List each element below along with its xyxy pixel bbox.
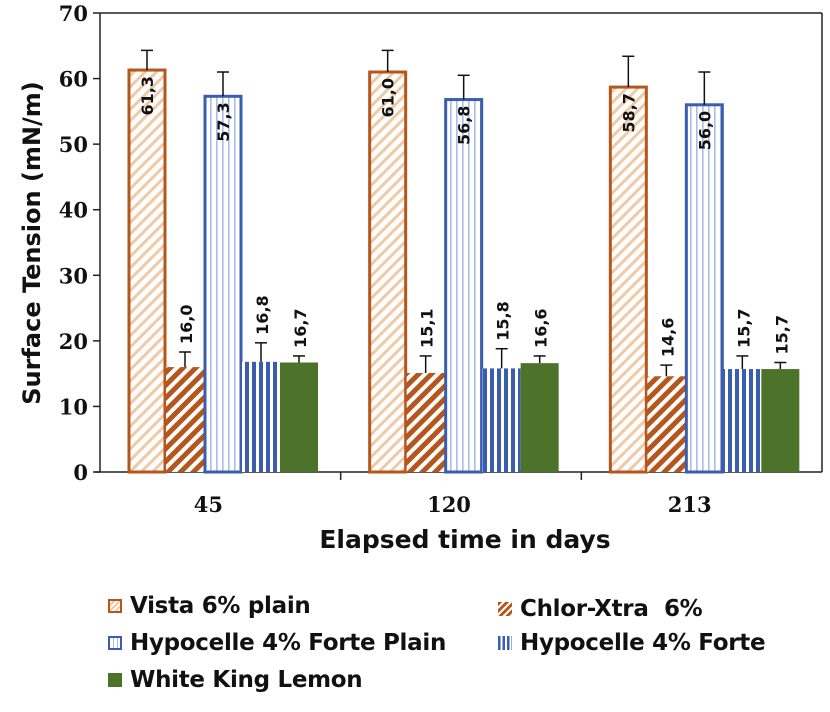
bar-white-king-lemon-120: [520, 363, 559, 472]
axis-labels-group: Surface Tension (mN/m) Elapsed time in d…: [18, 81, 611, 554]
y-tick-label: 10: [59, 394, 88, 419]
error-bars-group: [141, 49, 787, 377]
data-label: 15,7: [734, 308, 753, 347]
y-tick-label: 60: [59, 67, 88, 92]
bar-chlor-xtra-6--120: [406, 372, 445, 472]
data-label: 58,7: [619, 93, 638, 132]
y-tick-label: 20: [59, 329, 88, 354]
data-label: 15,8: [494, 301, 513, 340]
data-label: 14,6: [658, 318, 677, 357]
bar-hypocelle-4-forte-plain-120: [444, 98, 484, 474]
data-label: 56,0: [695, 111, 714, 150]
y-tick-label: 30: [59, 263, 88, 288]
bar-white-king-lemon-213: [761, 369, 800, 472]
y-tick-label: 70: [59, 1, 88, 26]
data-label: 16,8: [253, 295, 272, 334]
data-label: 16,6: [532, 308, 551, 347]
value-labels-group: 61,3 16,0 57,3 16,8 16,7 61,0 15,1 56,8 15,8 16,6…: [138, 76, 791, 357]
bar-hypocelle-4-forte-plain-45: [203, 94, 243, 474]
x-tick-label: 45: [194, 492, 223, 517]
bar-chlor-xtra-6--45: [166, 367, 204, 472]
y-tick-label: 0: [73, 460, 88, 485]
data-label: 15,1: [418, 308, 437, 347]
bar-chlor-xtra-6--213: [647, 376, 686, 472]
bar-hypocelle-4-forte-213: [723, 369, 762, 472]
bar-hypocelle-4-forte-plain-213: [684, 103, 724, 474]
bar-vista-6-plain-45: [127, 68, 167, 474]
bar-hypocelle-4-forte-120: [482, 368, 521, 472]
y-tick-label: 40: [59, 198, 88, 223]
bar-vista-6-plain-120: [368, 70, 408, 474]
data-label: 61,3: [138, 76, 157, 115]
y-tick-label: 50: [59, 132, 88, 157]
data-label: 56,8: [455, 106, 474, 145]
plot-area: 0 10 20 30 40 50 60 70 45 120 213: [59, 1, 823, 517]
bar-vista-6-plain-213: [608, 85, 648, 474]
y-axis-label: Surface Tension (mN/m): [18, 81, 46, 405]
x-axis-label: Elapsed time in days: [319, 525, 610, 554]
data-label: 16,7: [291, 308, 310, 347]
bar-hypocelle-4-forte-45: [242, 361, 280, 472]
bar-white-king-lemon-45: [280, 362, 318, 472]
data-label: 57,3: [214, 102, 233, 141]
data-label: 15,7: [772, 315, 791, 354]
x-tick-label: 120: [427, 492, 471, 517]
x-tick-label: 213: [668, 492, 712, 517]
data-label: 61,0: [379, 78, 398, 117]
data-label: 16,0: [177, 305, 196, 344]
